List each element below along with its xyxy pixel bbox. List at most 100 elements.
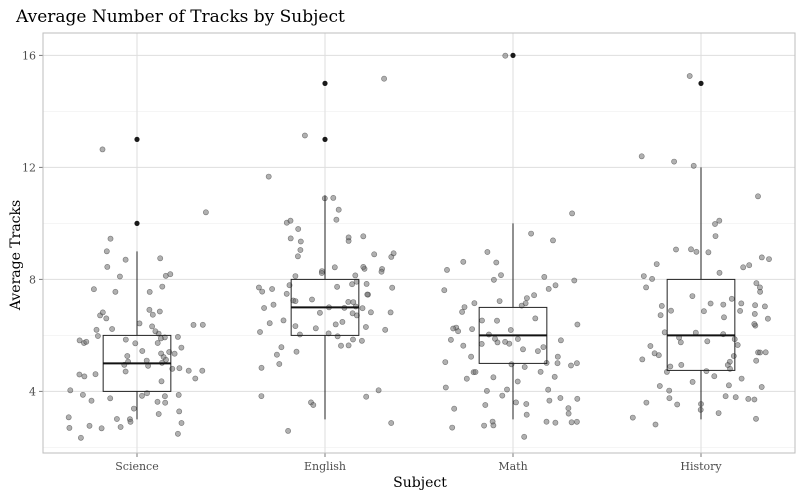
jitter-point: [335, 206, 342, 213]
jitter-point: [358, 337, 365, 344]
jitter-point: [730, 353, 737, 359]
jitter-point: [532, 315, 539, 322]
jitter-point: [159, 283, 166, 290]
jitter-point: [689, 378, 696, 385]
jitter-point: [381, 75, 387, 82]
jitter-point: [478, 340, 485, 347]
jitter-point: [261, 305, 267, 311]
jitter-point: [292, 323, 299, 329]
jitter-point: [449, 424, 456, 431]
y-axis-title: Average Tracks: [8, 200, 24, 311]
jitter-point: [285, 427, 291, 434]
jitter-point: [688, 246, 694, 253]
jitter-point: [554, 360, 561, 367]
jitter-point: [758, 384, 765, 390]
jitter-point: [107, 395, 114, 402]
chart-title: Average Number of Tracks by Subject: [15, 7, 345, 27]
jitter-point: [720, 301, 727, 308]
jitter-point: [574, 395, 581, 402]
jitter-point: [266, 320, 273, 327]
jitter-point: [472, 369, 479, 375]
jitter-point: [752, 302, 758, 309]
jitter-point: [301, 132, 308, 139]
jitter-point: [568, 362, 574, 369]
jitter-point: [171, 350, 178, 357]
jitter-point: [444, 266, 450, 273]
jitter-point: [192, 375, 199, 382]
jitter-point: [757, 349, 763, 356]
jitter-point: [546, 397, 553, 404]
jitter-point: [345, 342, 352, 349]
jitter-point: [469, 326, 475, 332]
jitter-point: [202, 209, 209, 216]
jitter-point: [99, 309, 106, 316]
jitter-point: [331, 264, 338, 271]
jitter-point: [161, 393, 168, 400]
outlier-point: [698, 80, 704, 86]
jitter-point: [523, 411, 530, 418]
jitter-point: [520, 346, 526, 353]
jitter-point: [114, 416, 120, 422]
jitter-point: [270, 301, 277, 308]
jitter-point: [502, 338, 508, 345]
jitter-point: [494, 317, 500, 324]
jitter-point: [565, 405, 572, 412]
jitter-point: [388, 420, 395, 426]
jitter-point: [350, 336, 356, 343]
jitter-point: [309, 296, 315, 303]
jitter-point: [658, 302, 665, 309]
jitter-point: [360, 263, 367, 270]
jitter-point: [122, 256, 129, 263]
jitter-point: [310, 402, 317, 408]
jitter-point: [334, 333, 341, 340]
jitter-point: [463, 375, 470, 382]
jitter-point: [325, 330, 332, 337]
jitter-point: [716, 217, 723, 224]
jitter-point: [156, 308, 163, 315]
jitter-point: [93, 326, 100, 333]
jitter-point: [442, 384, 449, 391]
jitter-point: [167, 271, 174, 278]
jitter-point: [543, 418, 550, 425]
jitter-point: [755, 193, 761, 200]
jitter-point: [499, 392, 506, 399]
jitter-point: [117, 424, 124, 430]
gridlines: [43, 33, 795, 453]
jitter-point: [154, 398, 161, 405]
jitter-point: [265, 173, 272, 180]
outlier-point: [322, 80, 328, 86]
y-tick-label: 4: [29, 385, 36, 398]
jitter-point: [722, 393, 729, 400]
jitter-point: [130, 405, 137, 412]
jitter-point: [673, 246, 679, 253]
jitter-point: [574, 321, 581, 328]
jitter-point: [278, 344, 285, 351]
jitter-point: [163, 356, 169, 363]
jitter-point: [390, 250, 397, 257]
jitter-point: [334, 283, 340, 290]
jitter-point: [91, 286, 97, 293]
jitter-point: [178, 344, 185, 351]
jitter-point: [521, 364, 528, 370]
jitter-point: [482, 402, 489, 408]
jitter-point: [701, 308, 707, 315]
jitter-point: [693, 248, 700, 255]
jitter-point: [65, 414, 72, 421]
jitter-point: [661, 329, 668, 336]
jitter-points: [65, 52, 772, 441]
jitter-point: [338, 342, 344, 349]
x-axis-title: Subject: [393, 475, 447, 491]
jitter-point: [726, 382, 732, 389]
jitter-point: [703, 368, 710, 374]
jitter-point: [371, 251, 378, 258]
jitter-point: [565, 410, 572, 417]
jitter-point: [95, 333, 101, 339]
boxes: [102, 52, 736, 420]
jitter-point: [117, 273, 123, 280]
jitter-point: [389, 284, 396, 291]
jitter-point: [99, 146, 106, 153]
jitter-point: [162, 399, 169, 406]
jitter-point: [154, 340, 161, 346]
jitter-point: [479, 317, 485, 324]
jitter-point: [653, 261, 660, 267]
